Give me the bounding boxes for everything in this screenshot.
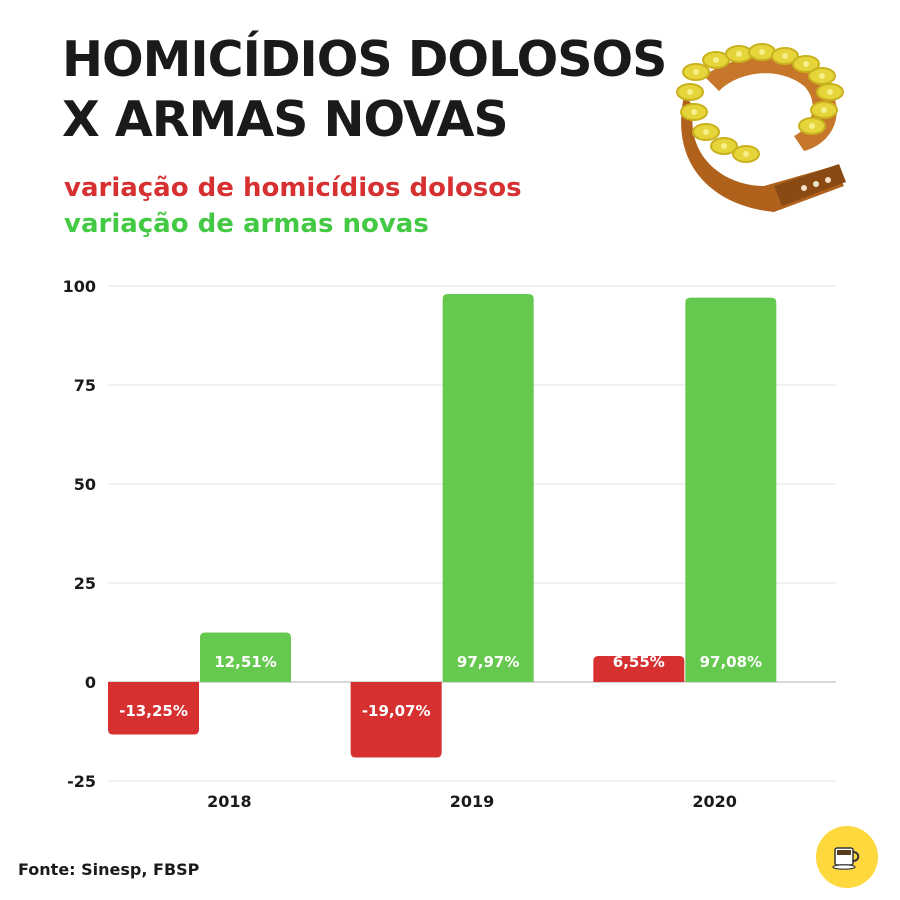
legend-homicides: variação de homicídios dolosos xyxy=(64,173,522,203)
y-tick-label: 50 xyxy=(74,475,96,494)
data-labels: -13,25% 12,51% -19,07% 97,97% 6,55% 97,08% xyxy=(119,653,762,720)
bar-guns-2019 xyxy=(442,294,534,682)
bar-homicides-2018 xyxy=(108,682,199,735)
data-label: -13,25% xyxy=(119,702,188,720)
y-tick-label: 100 xyxy=(63,277,96,296)
ammunition-belt-icon xyxy=(664,36,854,212)
data-label: 97,97% xyxy=(457,653,519,671)
bar-guns-2020 xyxy=(685,297,777,682)
bars xyxy=(108,294,777,758)
y-tick-label: 25 xyxy=(74,574,96,593)
data-label: 6,55% xyxy=(613,653,665,671)
data-label: -19,07% xyxy=(362,702,431,720)
y-tick-label: -25 xyxy=(67,772,96,791)
bar-homicides-2020 xyxy=(593,656,685,682)
coffee-cup-icon[interactable] xyxy=(816,826,878,888)
source-note: Fonte: Sinesp, FBSP xyxy=(18,860,200,879)
data-label: 97,08% xyxy=(700,653,762,671)
legend-guns: variação de armas novas xyxy=(64,209,429,239)
bar-guns-2018 xyxy=(200,632,291,682)
bar-homicides-2019 xyxy=(350,682,442,758)
y-axis-ticks: 100 75 50 25 0 -25 xyxy=(63,277,96,791)
y-tick-label: 75 xyxy=(74,376,96,395)
chart-title-line-1: HOMICÍDIOS DOLOSOS xyxy=(62,31,667,88)
x-tick-label: 2018 xyxy=(207,792,252,811)
legend: variação de homicídios dolosos variação … xyxy=(64,170,522,242)
y-tick-label: 0 xyxy=(85,673,96,692)
x-axis-ticks: 2018 2019 2020 xyxy=(207,792,737,811)
x-tick-label: 2020 xyxy=(692,792,737,811)
bar-chart: 100 75 50 25 0 -25 -13,25% 12,51% -19,07% 97,97%… xyxy=(63,277,836,811)
chart-title-line-2: X ARMAS NOVAS xyxy=(62,91,509,148)
data-label: 12,51% xyxy=(214,653,276,671)
x-tick-label: 2019 xyxy=(450,792,495,811)
chart-title: HOMICÍDIOS DOLOSOS X ARMAS NOVAS xyxy=(62,30,667,150)
